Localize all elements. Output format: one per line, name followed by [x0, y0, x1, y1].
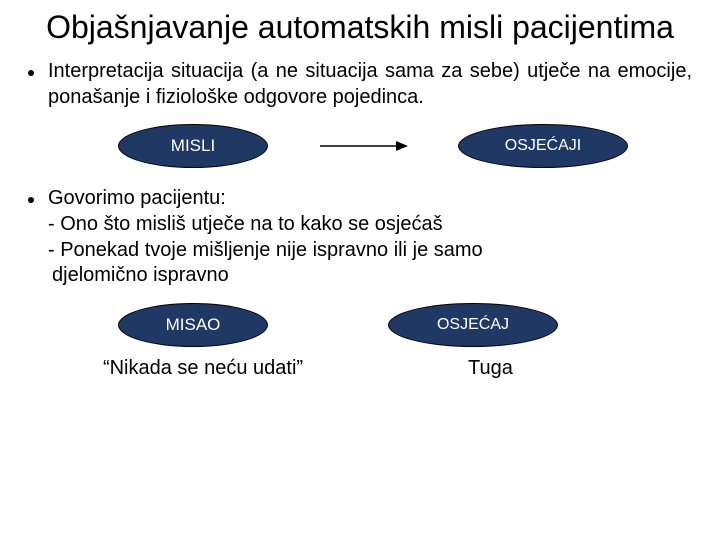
ellipse-misli: MISLI — [118, 124, 268, 168]
bullet-2-line1: - Ono što misliš utječe na to kako se os… — [48, 212, 692, 238]
arrow-icon — [318, 139, 408, 153]
diagram-row-1: MISLI OSJEĆAJI — [28, 124, 692, 168]
caption-left: “Nikada se neću udati” — [88, 357, 318, 380]
bullet-1-text: Interpretacija situacija (a ne situacija… — [48, 59, 692, 110]
caption-right: Tuga — [468, 357, 588, 380]
ellipse-osjecaji: OSJEĆAJI — [458, 124, 628, 168]
caption-row: “Nikada se neću udati” Tuga — [28, 357, 692, 380]
ellipse-misao: MISAO — [118, 303, 268, 347]
bullet-dot-icon — [28, 70, 34, 76]
bullet-2-line2: - Ponekad tvoje mišljenje nije ispravno … — [48, 238, 692, 264]
bullet-2-line3: djelomično ispravno — [52, 263, 692, 289]
ellipse-osjecaj: OSJEĆAJ — [388, 303, 558, 347]
bullet-2: Govorimo pacijentu: - Ono što misliš utj… — [28, 186, 692, 288]
bullet-2-head: Govorimo pacijentu: — [48, 186, 692, 212]
slide-title: Objašnjavanje automatskih misli pacijent… — [0, 0, 720, 59]
bullet-1: Interpretacija situacija (a ne situacija… — [28, 59, 692, 110]
bullet-dot-icon — [28, 197, 34, 203]
diagram-row-2: MISAO OSJEĆAJ — [28, 303, 692, 347]
slide-content: Interpretacija situacija (a ne situacija… — [0, 59, 720, 380]
